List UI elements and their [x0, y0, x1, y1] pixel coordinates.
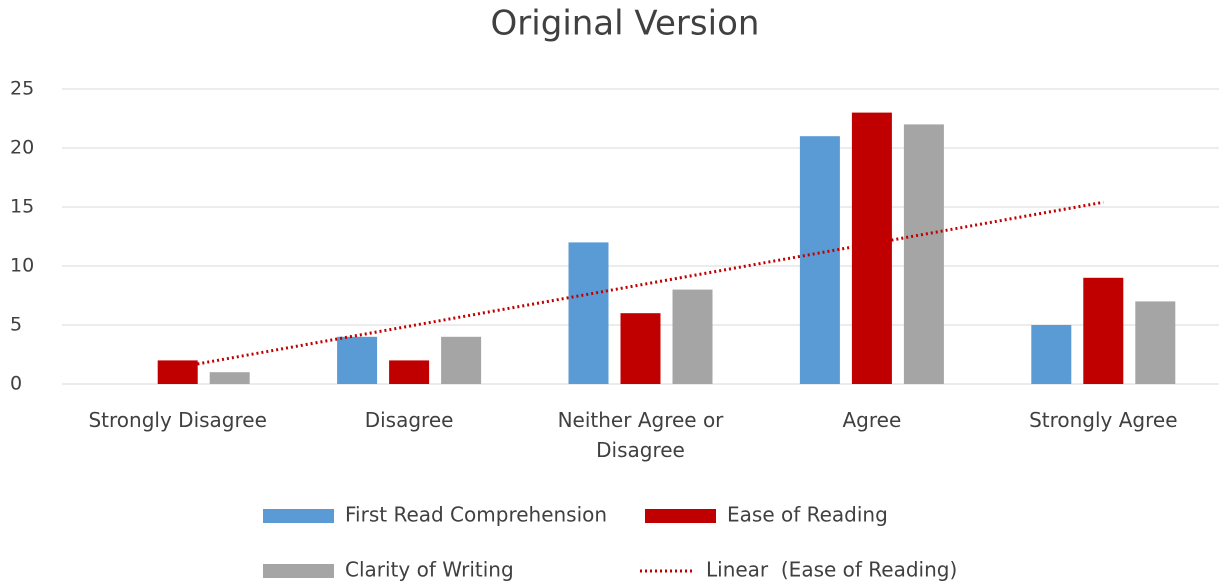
legend-label: Clarity of Writing — [345, 558, 514, 582]
legend-label: Linear (Ease of Reading) — [706, 558, 957, 582]
bar — [799, 136, 840, 384]
y-tick-label: 25 — [10, 78, 34, 100]
x-tick-label: Neither Agree or Disagree — [557, 408, 724, 462]
bar — [568, 242, 609, 384]
bar — [157, 360, 198, 384]
y-tick-label: 5 — [10, 314, 22, 336]
bar — [620, 313, 661, 384]
bar — [441, 336, 482, 384]
x-tick-label: Disagree — [364, 408, 454, 432]
y-tick-label: 10 — [10, 255, 34, 277]
bar — [1083, 277, 1124, 384]
bar — [1031, 325, 1072, 384]
legend-swatch — [263, 509, 334, 523]
x-tick-label: Strongly Agree — [1029, 408, 1178, 432]
bar — [1135, 301, 1176, 384]
x-tick-label: Agree — [842, 408, 902, 432]
bar — [389, 360, 430, 384]
x-tick-label: Strongly Disagree — [88, 408, 267, 432]
legend-swatch — [645, 509, 716, 523]
bar — [337, 336, 378, 384]
y-tick-label: 15 — [10, 196, 34, 218]
bar — [672, 289, 713, 384]
y-tick-label: 0 — [10, 373, 22, 395]
bar — [903, 124, 944, 385]
bar — [851, 112, 892, 384]
legend-swatch — [263, 564, 334, 578]
y-tick-label: 20 — [10, 137, 34, 159]
legend-label: Ease of Reading — [727, 503, 888, 527]
chart-title: Original Version — [491, 4, 760, 44]
legend-label: First Read Comprehension — [345, 503, 607, 527]
bar — [209, 372, 250, 384]
trendline — [177, 200, 1104, 369]
